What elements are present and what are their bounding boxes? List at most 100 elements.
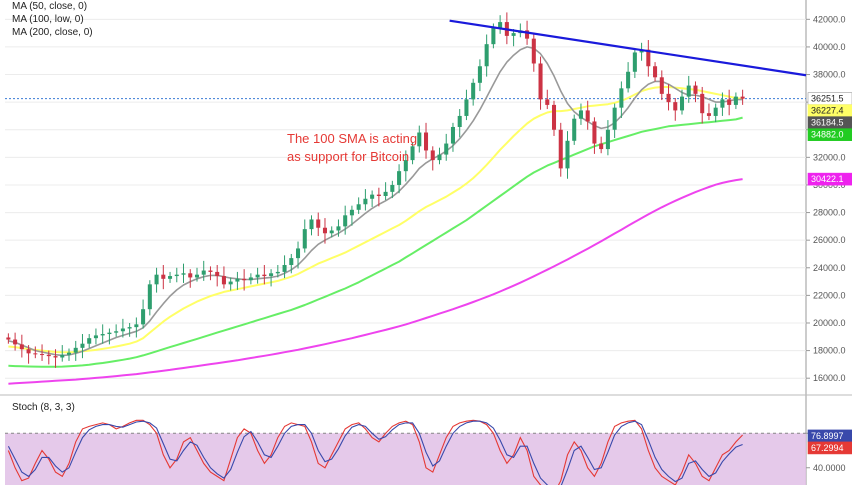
legend-ma-50: MA (50, close, 0) — [12, 1, 88, 12]
candle-body — [383, 191, 388, 196]
candle-body — [181, 273, 186, 275]
candle-body — [659, 77, 664, 94]
candle-body — [626, 71, 631, 89]
candle-body — [194, 274, 200, 278]
candle-body — [80, 343, 85, 348]
candle-body — [464, 99, 469, 116]
candle-body — [100, 334, 105, 336]
candle-body — [619, 88, 624, 108]
stoch-badge-text: 67.2994 — [811, 443, 844, 453]
price-badge-text: 36227.4 — [811, 106, 844, 116]
price-badge: 36184.5 — [807, 116, 852, 129]
candle-body — [545, 99, 550, 105]
y-tick-label: 20000.0 — [813, 318, 846, 328]
stoch-label: Stoch (8, 3, 3) — [12, 402, 75, 413]
price-badge: 30422.1 — [807, 172, 852, 186]
candle-body — [107, 332, 112, 335]
legend-ma-200: MA (200, close, 0) — [12, 27, 93, 38]
candle-body — [336, 226, 341, 231]
y-tick-label: 28000.0 — [813, 208, 846, 218]
candle-body — [134, 324, 139, 328]
candle-body — [403, 160, 408, 172]
candle-body — [525, 30, 530, 39]
candle-body — [262, 274, 267, 277]
candle-body — [309, 219, 314, 230]
candle-body — [477, 66, 482, 83]
candle-body — [430, 150, 435, 161]
y-tick-label: 38000.0 — [813, 70, 846, 80]
candle-body — [40, 354, 45, 356]
candle-body — [599, 143, 604, 150]
candle-body — [275, 271, 280, 274]
candle-body — [221, 276, 226, 285]
stoch-line-k — [7, 419, 743, 485]
price-badge-bg — [807, 128, 852, 141]
candle-body — [450, 126, 455, 144]
candle-body — [154, 274, 159, 285]
candle-body — [733, 96, 738, 105]
candle-body — [417, 132, 422, 147]
candle-body — [592, 121, 597, 144]
candle-body — [296, 248, 301, 259]
candle-body — [26, 349, 31, 354]
candle-body — [484, 44, 489, 67]
resistance-trendline — [449, 19, 807, 77]
candle-body — [370, 194, 375, 199]
candle-body — [551, 104, 557, 130]
candle-body — [174, 274, 179, 277]
candle-body — [498, 22, 503, 28]
candle-body — [471, 82, 476, 100]
candle-body — [208, 270, 213, 272]
candle-body — [242, 278, 247, 281]
candle-body — [390, 184, 395, 192]
candle-body — [572, 118, 577, 141]
candle-body — [531, 38, 536, 64]
candle-body — [60, 354, 65, 358]
candle-body — [248, 277, 253, 281]
candle-body — [6, 337, 11, 340]
candle-body — [376, 194, 381, 196]
candle-body — [201, 270, 206, 275]
candle-body — [740, 96, 745, 99]
candle-body — [53, 356, 58, 358]
candle-body — [349, 209, 354, 216]
candle-body — [457, 115, 462, 127]
candle-body — [538, 63, 543, 100]
candle-body — [255, 274, 260, 278]
annotation-line-2: as support for Bitcoin — [287, 149, 410, 164]
candle-body — [679, 96, 685, 111]
candle-body — [424, 132, 429, 151]
candle-body — [215, 271, 220, 277]
candle-body — [114, 331, 119, 333]
price-badge-text: 30422.1 — [811, 174, 844, 184]
candle-body — [168, 276, 173, 279]
candle-body — [19, 344, 24, 350]
candle-body — [235, 278, 240, 282]
candle-body — [161, 274, 166, 279]
candle-body — [612, 107, 617, 130]
candle-body — [13, 339, 18, 345]
short-ma-line — [8, 46, 743, 357]
price-badge: 34882.0 — [807, 128, 852, 141]
candle-body — [632, 52, 637, 72]
candle-body — [713, 107, 718, 116]
price-badge-text: 36251.5 — [811, 94, 844, 104]
candle-body — [706, 113, 711, 116]
candle-body — [289, 258, 294, 266]
price-badge-bg — [807, 172, 852, 186]
candle-body — [188, 273, 193, 278]
candle-body — [269, 273, 274, 277]
candle-body — [282, 265, 287, 272]
ma-100-line — [8, 116, 743, 368]
y-tick-label: 42000.0 — [813, 14, 846, 24]
candle-body — [120, 328, 125, 332]
candle-body — [141, 309, 146, 325]
stoch-line-d — [7, 420, 743, 485]
candle-body — [397, 171, 402, 185]
candle-body — [727, 99, 732, 105]
candle-body — [33, 353, 38, 355]
legend-ma-100: MA (100, low, 0) — [12, 14, 84, 25]
candle-body — [511, 33, 516, 36]
candle-body — [356, 204, 361, 210]
